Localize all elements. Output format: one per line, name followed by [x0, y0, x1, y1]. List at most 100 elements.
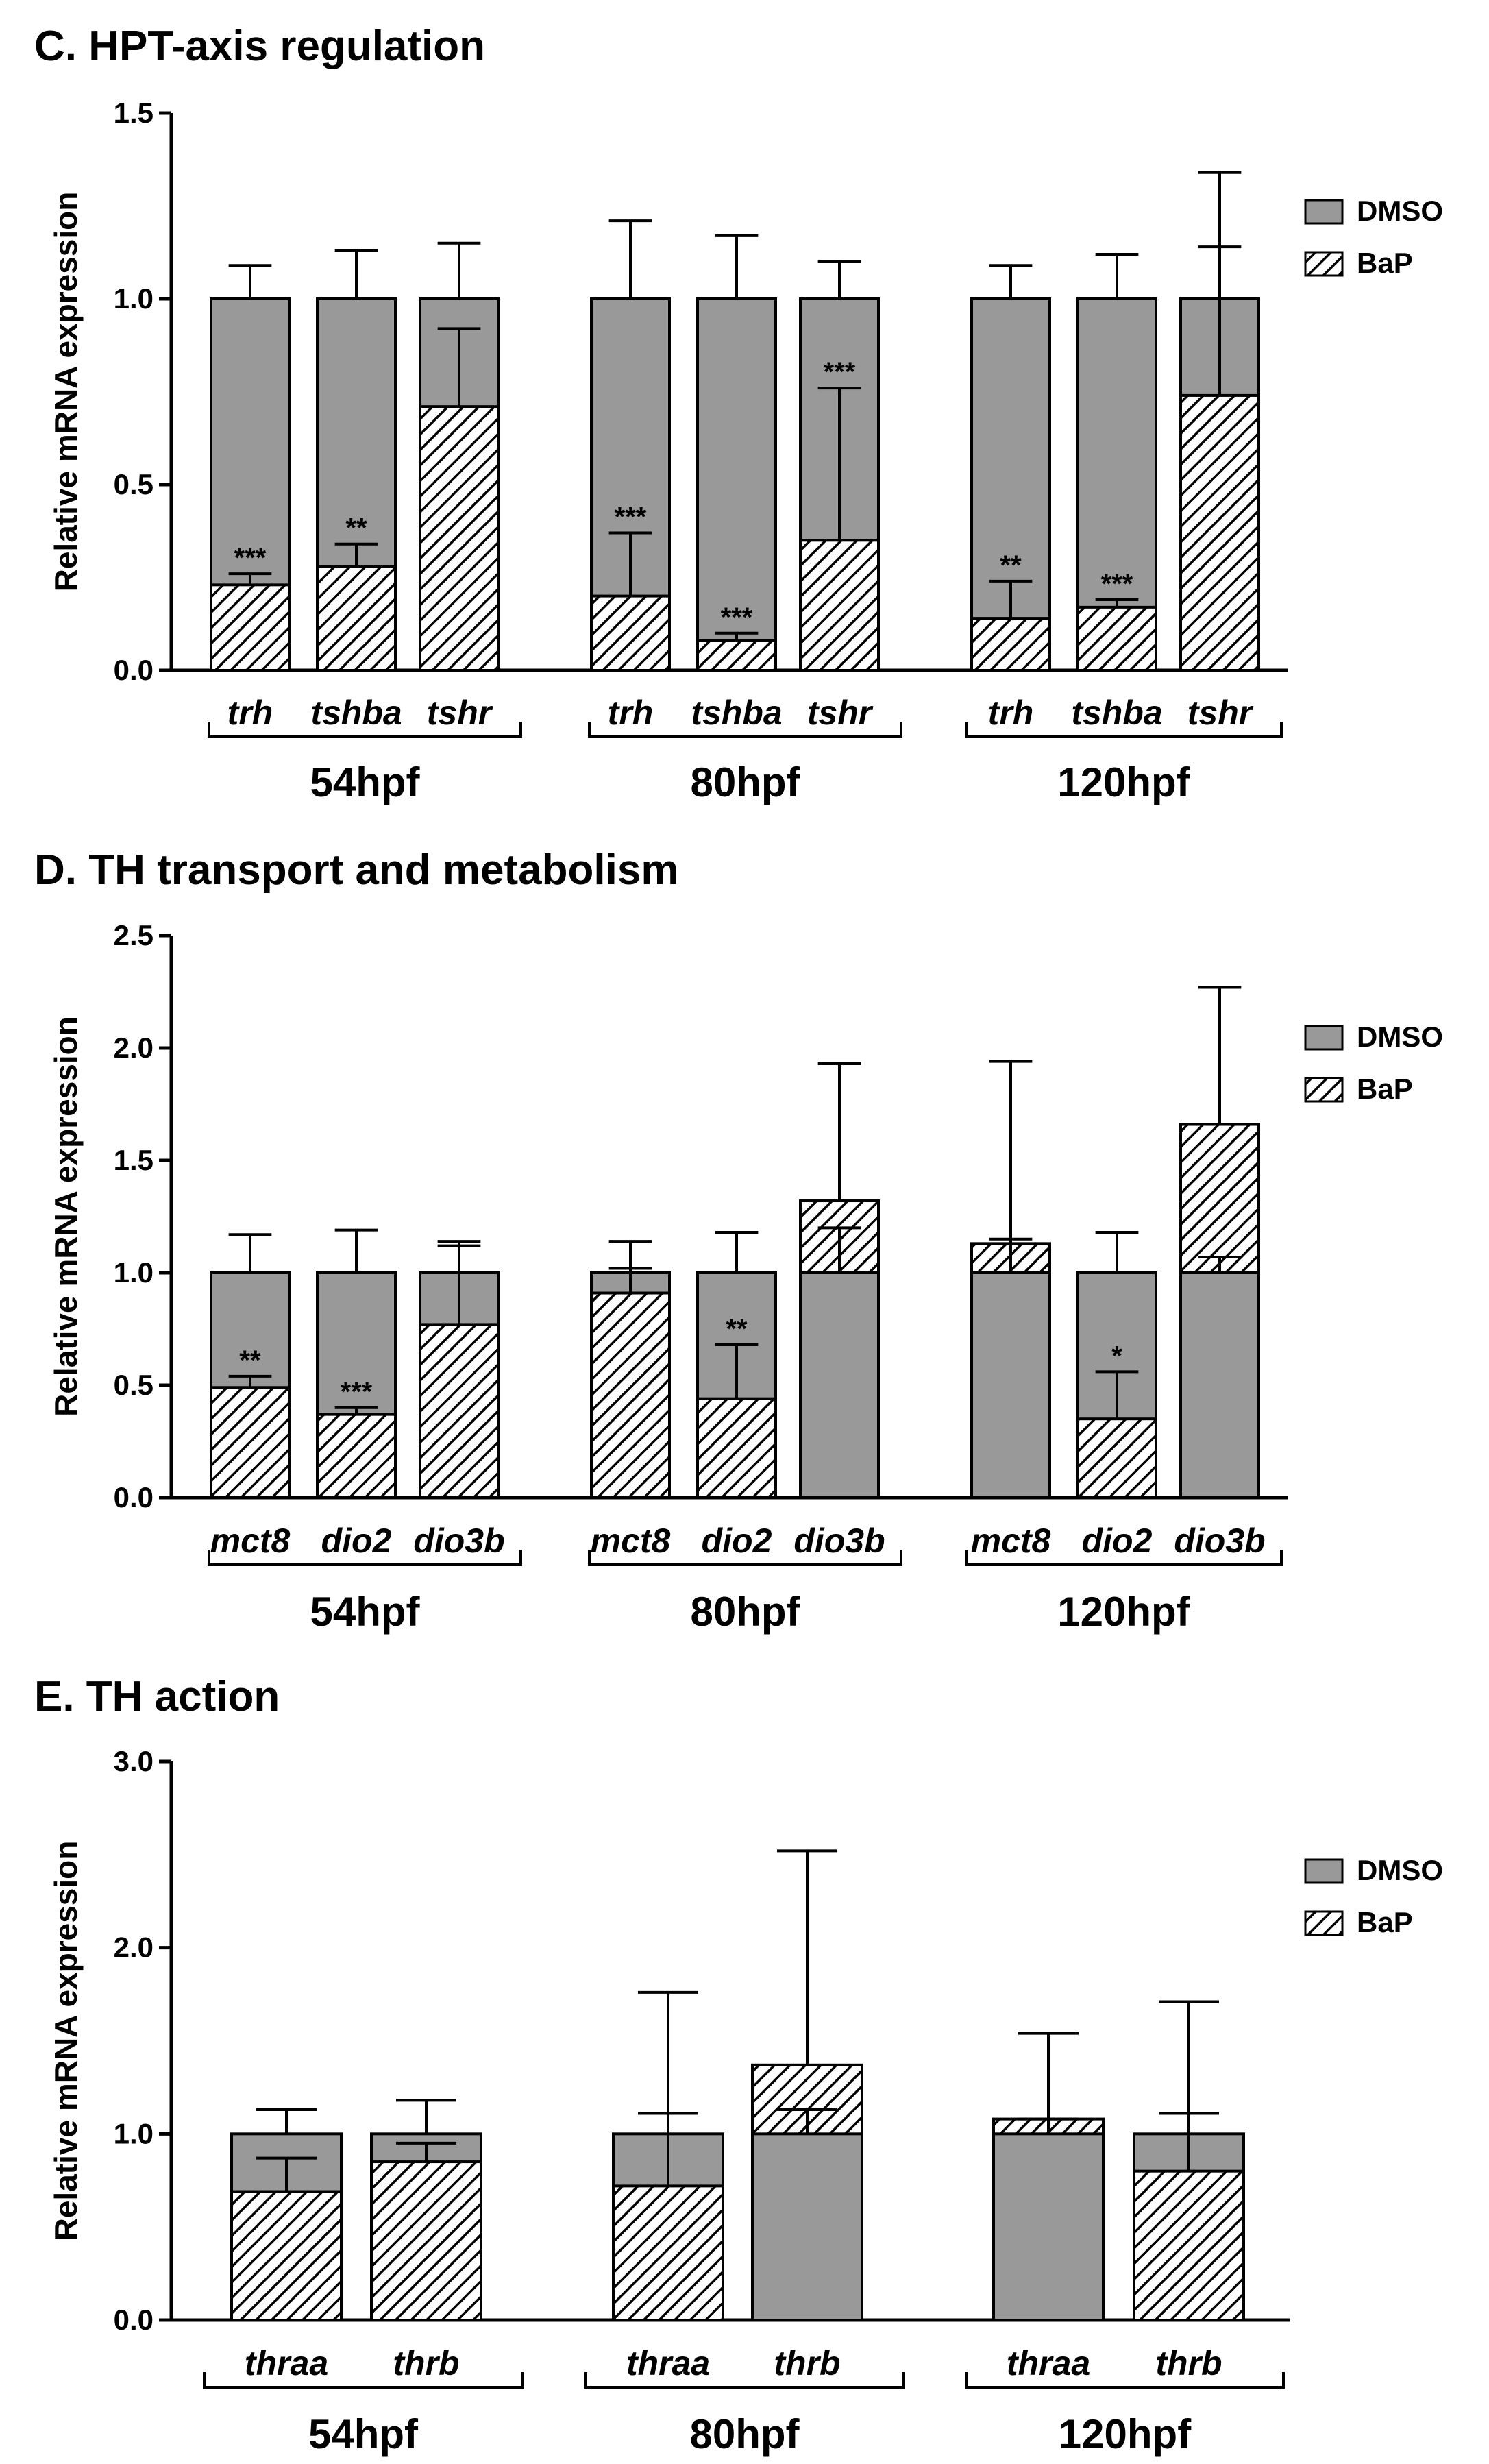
bap-bar [590, 1291, 671, 1500]
dmso-bar [751, 2132, 863, 2321]
chart-panel-1: D. TH transport and metabolism Relative m… [34, 846, 1443, 1635]
group-bracket [203, 2372, 524, 2389]
gene-label: dio2 [1082, 1522, 1153, 1560]
dmso-bar [992, 2132, 1105, 2321]
significance-label: * [1111, 1341, 1122, 1371]
bap-bar [1133, 2169, 1245, 2322]
legend-label-bap: BaP [1357, 1906, 1413, 1938]
y-tick-label: 2.0 [114, 1032, 153, 1064]
bap-bar [970, 617, 1051, 672]
bap-bar [419, 1323, 500, 1499]
bap-bar [1179, 393, 1260, 672]
legend-label-bap: BaP [1357, 1073, 1413, 1105]
gene-label: tshr [1187, 694, 1254, 732]
legend-swatch-dmso [1304, 1858, 1344, 1884]
chart-title: D. TH transport and metabolism [34, 846, 678, 894]
dmso-bar [696, 297, 777, 672]
group-bracket [588, 1550, 902, 1566]
significance-label: ** [345, 513, 367, 544]
group-label: 120hpf [1057, 759, 1190, 805]
group-label: 54hpf [308, 2411, 419, 2457]
y-tick-label: 0.0 [114, 654, 153, 686]
y-axis-label: Relative mRNA expression [48, 1841, 84, 2241]
y-tick-label: 1.0 [114, 2117, 153, 2149]
significance-label: *** [1101, 569, 1133, 599]
group-label: 80hpf [690, 759, 800, 805]
gene-label: mct8 [591, 1522, 671, 1560]
significance-label: *** [721, 602, 753, 633]
gene-label: trh [608, 694, 654, 732]
chart-title: C. HPT-axis regulation [34, 23, 485, 70]
significance-label: *** [824, 357, 856, 387]
gene-label: mct8 [210, 1522, 291, 1560]
group-bracket [965, 1550, 1283, 1566]
bap-bar [210, 1386, 291, 1500]
group-bracket [588, 722, 902, 738]
y-tick-label: 2.0 [114, 1931, 153, 1964]
significance-label: *** [615, 502, 647, 532]
gene-label: dio2 [702, 1522, 772, 1560]
dmso-bar [970, 1271, 1051, 1499]
group-bracket [965, 2372, 1285, 2389]
y-axis-label: Relative mRNA expression [48, 1016, 84, 1417]
bap-bar [1076, 605, 1157, 672]
legend-swatch-dmso [1304, 1025, 1344, 1051]
bap-bar [799, 539, 880, 672]
chart-panel-2: E. TH action Relative mRNA expression 0.0 1… [34, 1673, 1443, 2457]
gene-label: mct8 [971, 1522, 1051, 1560]
legend-label-dmso: DMSO [1357, 1021, 1443, 1053]
gene-label: tshba [691, 694, 782, 732]
y-tick-label: 0.0 [114, 2304, 153, 2336]
y-tick-label: 3.0 [114, 1745, 153, 1777]
y-tick-label: 1.0 [114, 282, 153, 315]
legend-swatch-dmso [1304, 199, 1344, 225]
gene-label: dio3b [1174, 1522, 1265, 1560]
y-axis-label: Relative mRNA expression [48, 192, 84, 592]
bap-bar [419, 405, 500, 672]
gene-label: thrb [1155, 2344, 1222, 2382]
gene-label: thrb [393, 2344, 459, 2382]
legend-label-bap: BaP [1357, 247, 1413, 279]
group-label: 120hpf [1059, 2411, 1192, 2457]
y-tick-label: 0.5 [114, 468, 153, 500]
significance-label: *** [234, 543, 267, 573]
gene-label: tshr [807, 694, 874, 732]
chart-root: C. HPT-axis regulation Relative mRNA expr… [34, 23, 1443, 2457]
y-tick-label: 0.5 [114, 1369, 153, 1401]
dmso-bar [1179, 1271, 1260, 1499]
bap-bar [210, 583, 291, 672]
legend-swatch-bap [1304, 1910, 1344, 1936]
group-bracket [208, 1550, 522, 1566]
y-tick-label: 2.5 [114, 919, 153, 951]
gene-label: dio3b [413, 1522, 504, 1560]
bap-bar [1076, 1417, 1157, 1499]
gene-label: dio2 [321, 1522, 392, 1560]
group-label: 80hpf [689, 2411, 800, 2457]
gene-label: trh [988, 694, 1034, 732]
dmso-bar [799, 1271, 880, 1499]
gene-label: tshba [310, 694, 402, 732]
group-label: 80hpf [690, 1589, 800, 1635]
legend-label-dmso: DMSO [1357, 1854, 1443, 1886]
significance-label: ** [239, 1345, 261, 1376]
group-bracket [965, 722, 1283, 738]
bap-bar [230, 2190, 343, 2322]
gene-label: tshr [427, 694, 493, 732]
bap-bar [696, 1397, 777, 1500]
gene-label: thraa [1007, 2344, 1090, 2382]
bap-bar [316, 1413, 397, 1499]
legend-swatch-bap [1304, 251, 1344, 277]
bap-bar [316, 565, 397, 672]
gene-label: dio3b [793, 1522, 885, 1560]
group-label: 120hpf [1057, 1589, 1190, 1635]
y-tick-label: 0.0 [114, 1481, 153, 1513]
bap-bar [612, 2184, 724, 2321]
gene-label: thraa [626, 2344, 710, 2382]
significance-label: ** [726, 1314, 748, 1344]
bap-bar [370, 2160, 482, 2321]
legend-label-dmso: DMSO [1357, 195, 1443, 227]
gene-label: tshba [1071, 694, 1162, 732]
group-bracket [208, 722, 522, 738]
chart-panel-0: C. HPT-axis regulation Relative mRNA expr… [34, 23, 1443, 805]
